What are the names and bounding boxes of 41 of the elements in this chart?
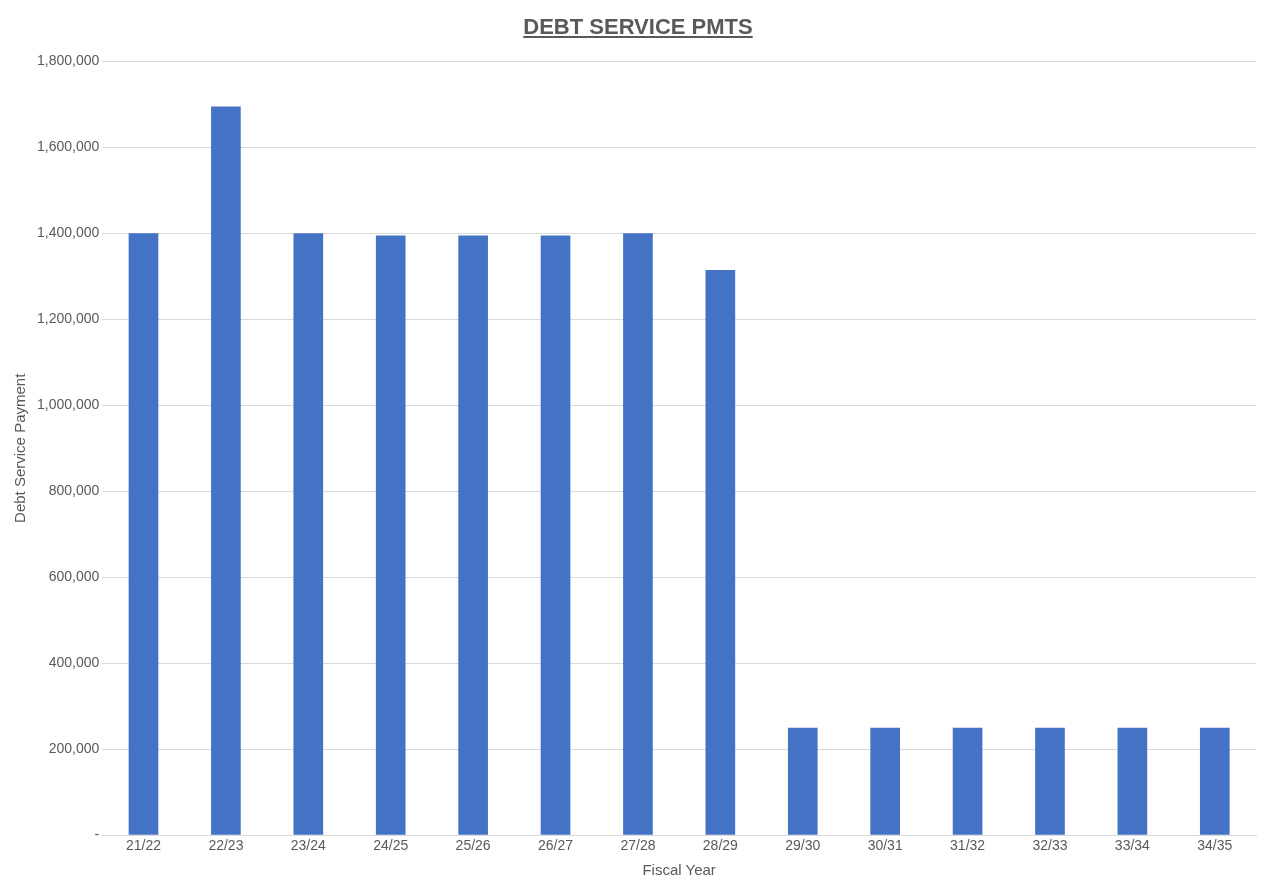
bar bbox=[870, 727, 900, 835]
x-tick-label: 22/23 bbox=[208, 837, 244, 854]
x-tick-label: 23/24 bbox=[290, 837, 327, 854]
bar bbox=[623, 233, 653, 835]
bar bbox=[1199, 727, 1230, 835]
bar bbox=[211, 106, 241, 835]
y-tick-label: 400,000 bbox=[48, 654, 100, 671]
bar bbox=[952, 727, 983, 835]
bar bbox=[1035, 727, 1065, 835]
chart-title: DEBT SERVICE PMTS bbox=[522, 14, 754, 40]
x-tick-label: 27/28 bbox=[620, 837, 656, 854]
y-tick-label: 1,800,000 bbox=[36, 52, 100, 69]
y-tick-label: 1,200,000 bbox=[36, 310, 100, 327]
x-tick-label: 34/35 bbox=[1197, 837, 1233, 854]
x-tick-label: 25/26 bbox=[455, 837, 491, 854]
y-tick-label: 200,000 bbox=[48, 740, 100, 757]
y-tick-label: 1,600,000 bbox=[36, 138, 100, 155]
x-tick-label: 26/27 bbox=[538, 837, 574, 854]
x-tick-label: 33/34 bbox=[1114, 837, 1151, 854]
bar bbox=[705, 269, 736, 835]
y-tick-label: 1,400,000 bbox=[36, 224, 100, 241]
bar bbox=[128, 233, 159, 835]
x-tick-label: 28/29 bbox=[702, 837, 739, 854]
y-axis-title: Debt Service Payment bbox=[11, 372, 29, 523]
x-tick-label: 24/25 bbox=[373, 837, 409, 854]
y-tick-label: - bbox=[94, 826, 100, 843]
y-tick-label: 800,000 bbox=[48, 482, 100, 499]
x-tick-label: 30/31 bbox=[867, 837, 903, 854]
x-tick-label: 32/33 bbox=[1032, 837, 1068, 854]
bar bbox=[540, 235, 571, 835]
bar bbox=[293, 233, 324, 835]
bar bbox=[787, 727, 818, 835]
x-tick-label: 29/30 bbox=[785, 837, 821, 854]
bar bbox=[458, 235, 488, 835]
y-tick-label: 1,000,000 bbox=[36, 396, 100, 413]
y-tick-label: 600,000 bbox=[48, 568, 100, 585]
bar bbox=[1117, 727, 1148, 835]
bar bbox=[375, 235, 406, 835]
x-tick-label: 31/32 bbox=[950, 837, 986, 854]
x-tick-label: 21/22 bbox=[125, 837, 162, 854]
x-axis-title: Fiscal Year bbox=[642, 861, 716, 879]
